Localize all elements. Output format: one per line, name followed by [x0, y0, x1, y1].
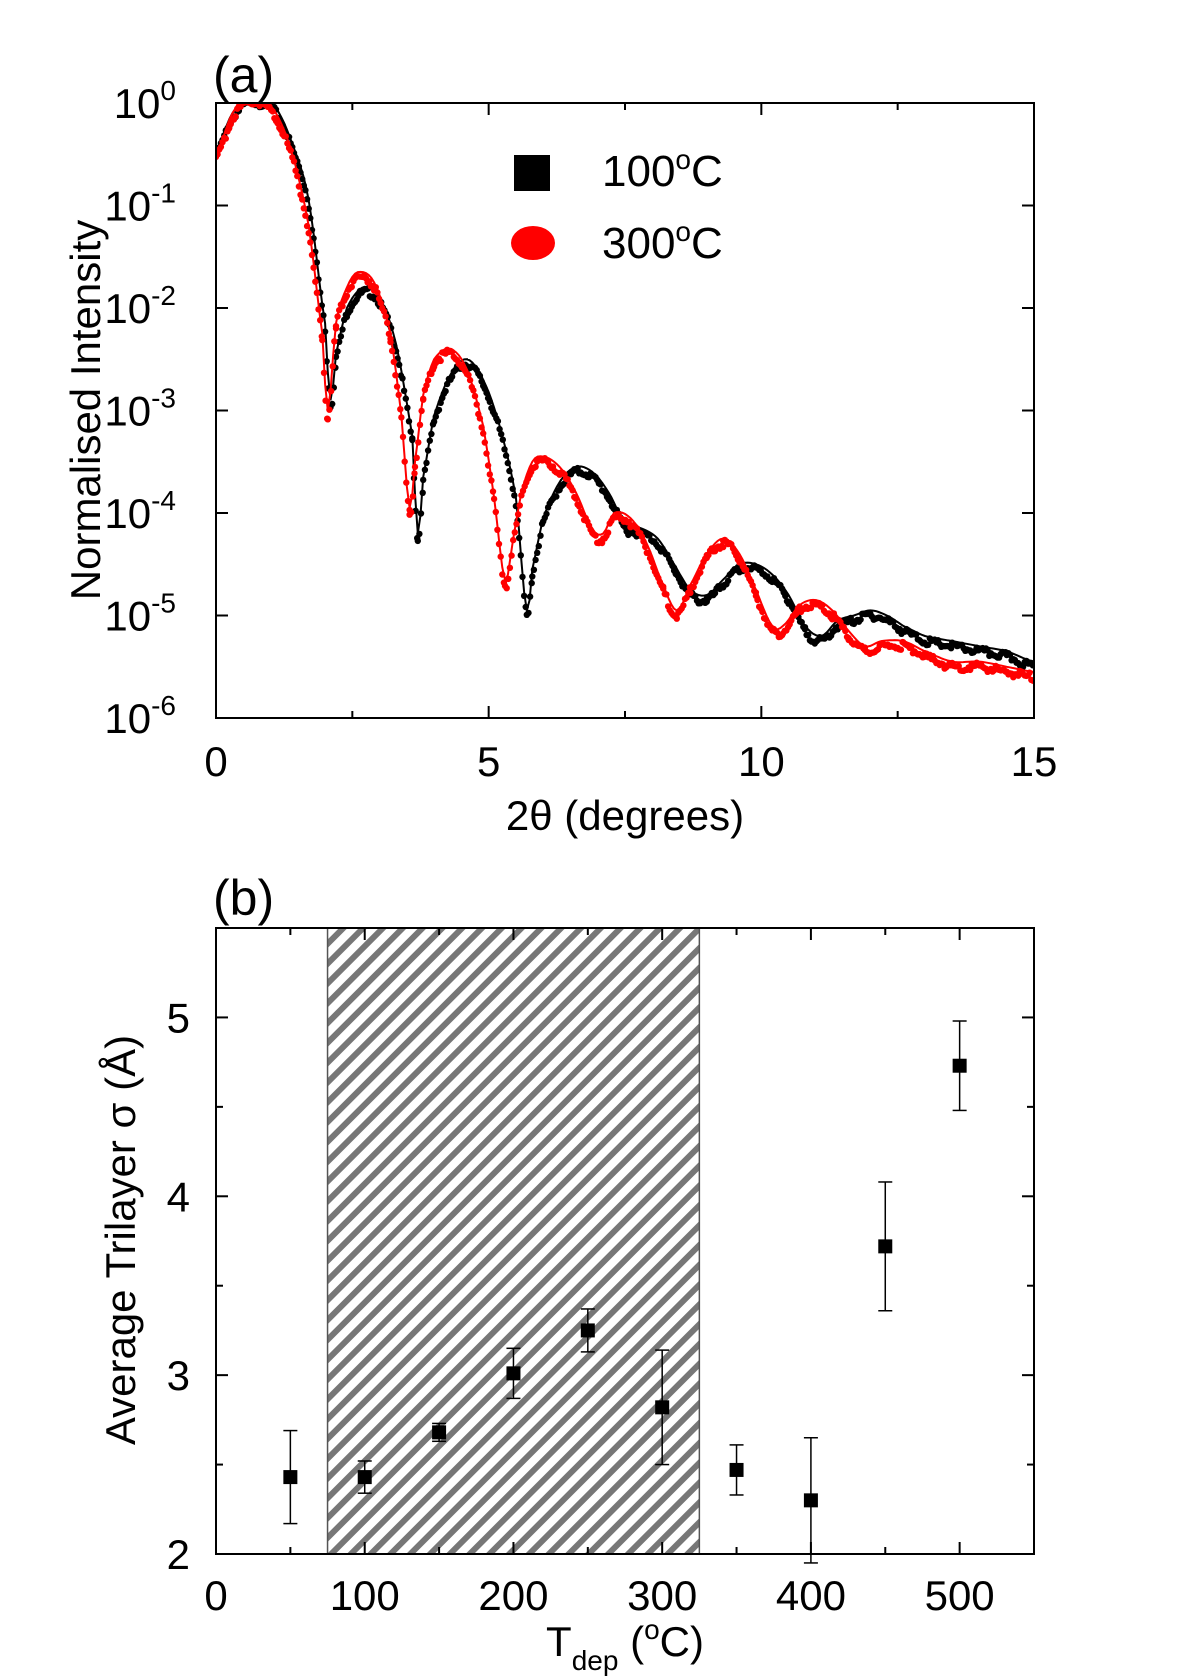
data-point	[807, 604, 815, 612]
data-point	[655, 1400, 670, 1415]
data-point	[697, 569, 704, 576]
x-tick-label: 0	[204, 738, 227, 785]
y-tick-label: 100	[114, 75, 176, 127]
panel-b-x-axis-label: Tdep (oC)	[546, 1614, 704, 1676]
data-point	[503, 585, 510, 592]
x-tick-label: 500	[925, 1572, 995, 1619]
panel-b-y-ticks: 2 3 4 5	[167, 994, 1034, 1578]
data-point	[506, 1366, 521, 1381]
y-tick-label: 10-3	[104, 383, 176, 435]
data-point	[232, 113, 239, 120]
y-tick-label: 10-6	[104, 690, 176, 742]
data-point	[343, 292, 351, 299]
y-tick-label: 4	[167, 1173, 190, 1220]
data-point	[805, 631, 812, 639]
data-point	[408, 509, 415, 516]
data-point	[690, 583, 697, 591]
panel-b-x-ticks: 0 100 200 300 400 500	[204, 928, 1035, 1619]
shaded-region	[326, 927, 701, 1555]
data-point	[580, 1323, 595, 1338]
y-tick-label: 10-2	[104, 280, 176, 332]
data-point	[437, 357, 444, 365]
y-tick-label: 2	[167, 1531, 190, 1578]
panel-a-label: (a)	[213, 47, 274, 103]
panel-b-frame	[215, 927, 1035, 1555]
fit-line-1	[216, 103, 1034, 673]
data-point	[857, 616, 864, 623]
data-point	[324, 416, 331, 423]
data-point	[553, 493, 560, 500]
x-tick-label: 0	[204, 1572, 227, 1619]
data-point	[357, 1470, 372, 1485]
panel-a-legend: 100oC 300oC	[511, 144, 723, 268]
x-tick-label: 400	[776, 1572, 846, 1619]
panel-a-y-ticks: 100 10-1 10-2 10-3 10-4 10-5 10-6	[104, 75, 1034, 742]
data-point	[803, 1493, 818, 1508]
y-tick-label: 10-1	[104, 178, 176, 230]
data-point	[897, 646, 905, 653]
data-point	[525, 609, 532, 617]
data-point	[724, 577, 732, 584]
data-point	[720, 543, 727, 551]
panel-a-x-axis-label: 2θ (degrees)	[506, 792, 744, 839]
panel-b-label: (b)	[213, 870, 274, 926]
panel-b-plot-area	[283, 1020, 967, 1564]
data-point	[878, 1239, 893, 1254]
x-tick-label: 15	[1011, 738, 1058, 785]
y-tick-label: 10-4	[104, 485, 176, 537]
panel-a-plot-area	[216, 103, 1034, 685]
panel-a-x-ticks: 0 5 10 15	[204, 103, 1057, 785]
legend-300c-marker	[511, 226, 555, 260]
y-tick-label: 3	[167, 1352, 190, 1399]
legend-300c-label: 300oC	[602, 216, 723, 268]
panel-a: (a) 0 5 10 15 100 10-1 10-2 10-3 10-4 10-5 10-6 2…	[62, 47, 1057, 839]
panel-b: (b) 0 100 200 300 400 500 2 3 4 5 Tdep (oC) Aver…	[97, 870, 1035, 1676]
x-tick-label: 100	[330, 1572, 400, 1619]
x-tick-label: 5	[477, 738, 500, 785]
x-tick-label: 300	[627, 1572, 697, 1619]
data-point	[366, 278, 373, 285]
data-point	[532, 463, 539, 470]
data-point	[782, 592, 789, 600]
panel-a-y-axis-label: Normalised Intensity	[62, 220, 109, 600]
y-tick-label: 5	[167, 994, 190, 1041]
panel-b-y-axis-label: Average Trilayer σ (Å)	[97, 1035, 144, 1445]
data-point	[604, 529, 612, 536]
x-tick-label: 200	[478, 1572, 548, 1619]
y-tick-label: 10-5	[104, 588, 176, 640]
data-point	[687, 589, 694, 597]
data-point	[432, 1425, 447, 1440]
x-tick-label: 10	[738, 738, 785, 785]
data-point	[414, 537, 421, 545]
data-point	[348, 283, 355, 291]
data-point	[952, 1058, 967, 1073]
legend-100c-label: 100oC	[602, 144, 723, 196]
data-point	[729, 1462, 744, 1477]
data-point	[673, 615, 680, 622]
data-point	[329, 400, 336, 408]
legend-100c-marker	[514, 155, 550, 191]
data-point	[283, 1470, 298, 1485]
